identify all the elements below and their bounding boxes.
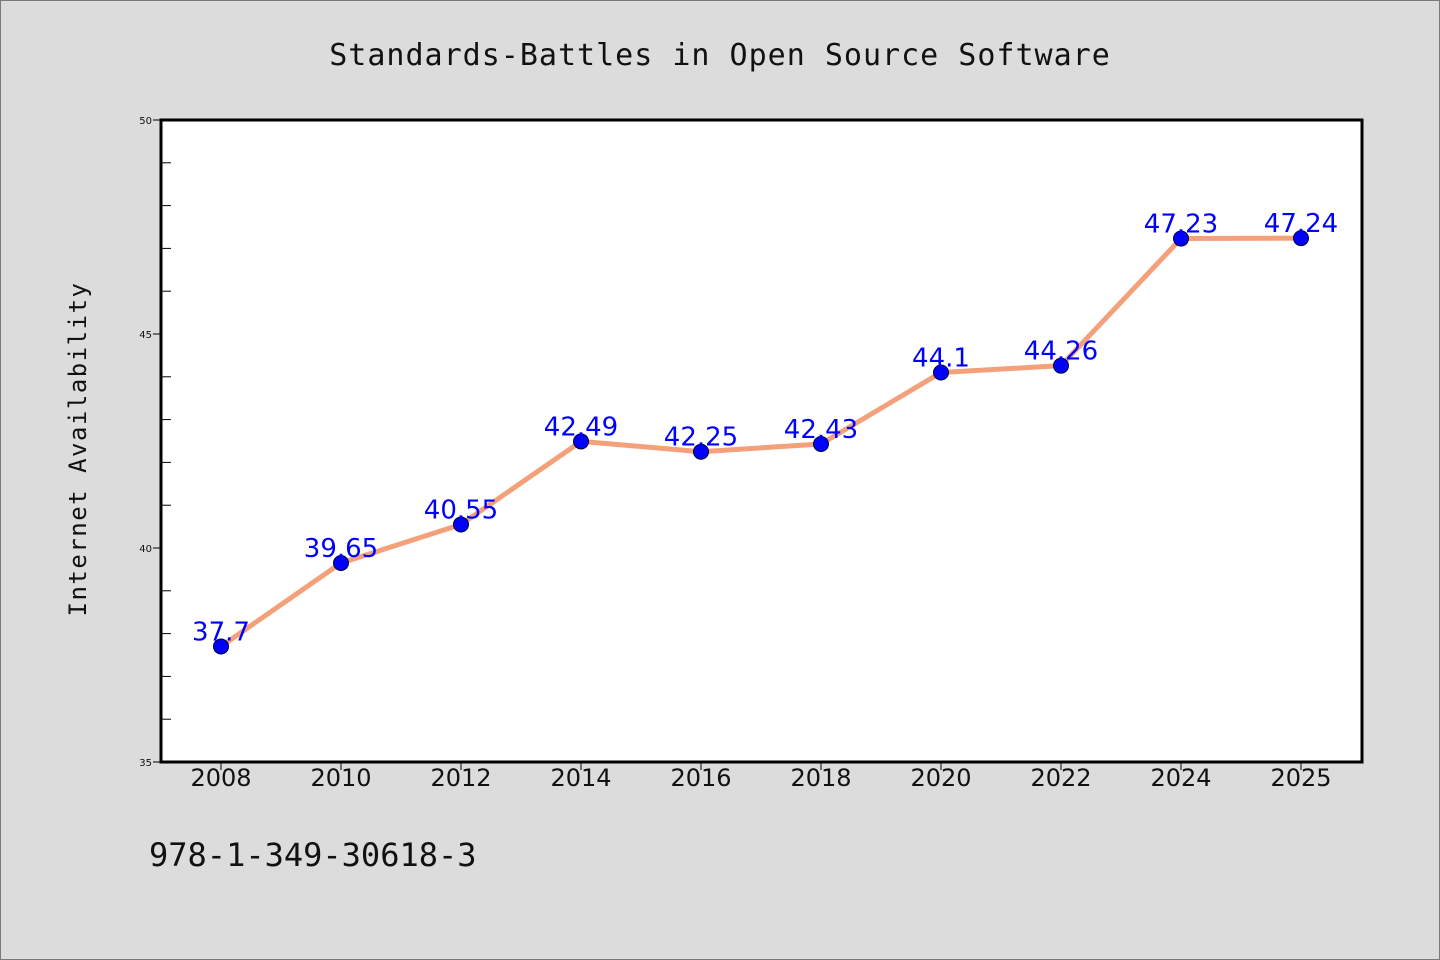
x-tick-label: 2014 [550, 764, 611, 792]
x-tick-label: 2020 [910, 764, 971, 792]
data-point [333, 554, 349, 571]
x-tick-label: 2010 [310, 764, 371, 792]
data-point [933, 364, 949, 381]
x-tick-label: 2018 [790, 764, 851, 792]
isbn-footer: 978-1-349-30618-3 [149, 836, 477, 874]
data-label: 37.7 [192, 617, 250, 647]
x-tick-label: 2024 [1150, 764, 1211, 792]
y-tick-label: 40 [139, 544, 152, 555]
x-tick-label: 2016 [670, 764, 731, 792]
series-layer [213, 230, 1309, 655]
y-axis-ticks: 35 40 45 50 [139, 116, 171, 769]
data-point [573, 433, 589, 450]
y-axis-label: Internet Availability [64, 282, 92, 617]
x-tick-label: 2025 [1270, 764, 1331, 792]
x-tick-label: 2022 [1030, 764, 1091, 792]
data-label: 39.65 [304, 534, 378, 564]
data-point [1173, 230, 1189, 247]
data-label: 42.25 [664, 423, 738, 453]
data-point [1053, 357, 1069, 374]
y-tick-label: 50 [139, 116, 152, 127]
chart-title: Standards-Battles in Open Source Softwar… [329, 38, 1111, 73]
x-tick-label: 2012 [430, 764, 491, 792]
data-point [1293, 230, 1309, 247]
data-point [213, 638, 229, 655]
data-label: 42.49 [544, 412, 618, 442]
series-line [218, 235, 1304, 649]
y-tick-label: 45 [139, 330, 152, 341]
data-label: 47.24 [1264, 209, 1338, 239]
x-axis-ticks: 2008 2010 2012 2014 2016 2018 2020 2022 2024 2025 [190, 762, 1332, 792]
data-point [453, 516, 469, 533]
data-label: 42.43 [784, 415, 858, 445]
y-tick-label: 35 [139, 758, 152, 769]
x-tick-label: 2008 [190, 764, 251, 792]
data-point [813, 435, 829, 452]
data-label: 40.55 [424, 495, 498, 525]
data-labels: 37.7 39.65 40.55 42.49 42.25 42.43 44.1 44.26 47… [192, 209, 1338, 647]
data-point [693, 443, 709, 460]
data-label: 44.1 [912, 344, 970, 374]
data-label: 44.26 [1024, 337, 1098, 367]
plot-area [159, 118, 1364, 764]
data-label: 47.23 [1144, 210, 1218, 240]
